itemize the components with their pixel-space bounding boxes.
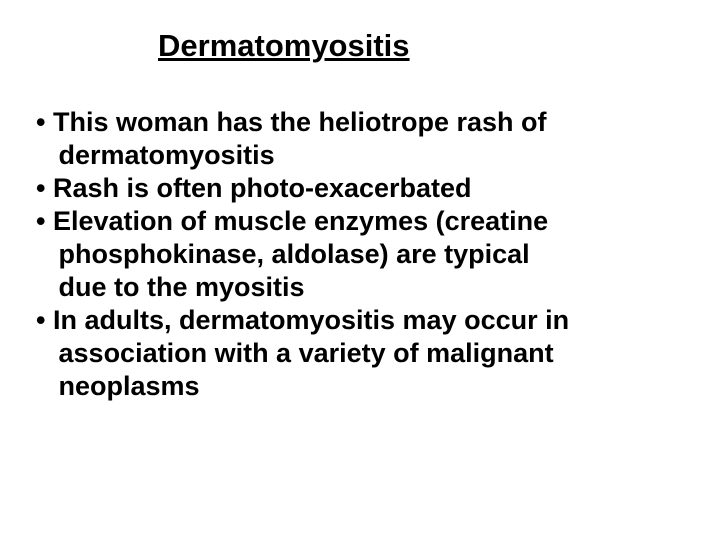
bullet-line: • This woman has the heliotrope rash of <box>36 106 684 139</box>
bullet-line: • Rash is often photo-exacerbated <box>36 172 684 205</box>
bullet-text: In adults, dermatomyositis may occur in <box>53 305 569 335</box>
bullet-text: Elevation of muscle enzymes (creatine <box>53 206 548 236</box>
bullet-marker: • <box>36 305 45 335</box>
bullet-line: • Elevation of muscle enzymes (creatine <box>36 205 684 238</box>
bullet-line: phosphokinase, aldolase) are typical <box>36 238 684 271</box>
bullet-line: association with a variety of malignant <box>36 337 684 370</box>
bullet-marker: • <box>36 206 45 236</box>
slide-title: Dermatomyositis <box>158 28 684 64</box>
bullet-text: This woman has the heliotrope rash of <box>53 107 547 137</box>
bullet-text: phosphokinase, aldolase) are typical <box>59 239 530 269</box>
bullet-line: due to the myositis <box>36 271 684 304</box>
bullet-marker: • <box>36 173 45 203</box>
bullet-marker: • <box>36 107 45 137</box>
bullet-text: Rash is often photo-exacerbated <box>53 173 472 203</box>
bullet-line: • In adults, dermatomyositis may occur i… <box>36 304 684 337</box>
bullet-text: neoplasms <box>59 371 200 401</box>
bullet-line: dermatomyositis <box>36 139 684 172</box>
bullet-line: neoplasms <box>36 370 684 403</box>
bullet-text: association with a variety of malignant <box>59 338 554 368</box>
bullet-text: dermatomyositis <box>59 140 275 170</box>
bullet-text: due to the myositis <box>59 272 305 302</box>
bullet-list: • This woman has the heliotrope rash of … <box>36 106 684 402</box>
